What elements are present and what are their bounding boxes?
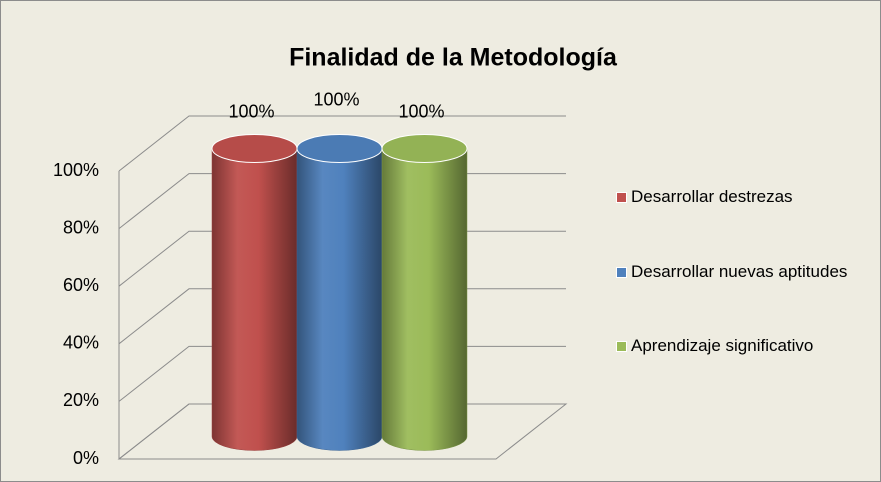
data-label: 100% bbox=[313, 89, 359, 109]
y-tick-label: 60% bbox=[63, 275, 99, 295]
legend-label: Desarrollar nuevas aptitudes bbox=[631, 262, 848, 281]
legend-swatch bbox=[616, 267, 627, 278]
y-tick-label: 0% bbox=[73, 448, 99, 468]
legend-swatch bbox=[616, 192, 627, 203]
y-tick-label: 100% bbox=[53, 160, 99, 180]
legend-label: Desarrollar destrezas bbox=[631, 187, 793, 206]
y-tick-label: 40% bbox=[63, 333, 99, 353]
bar-top bbox=[211, 134, 298, 163]
chart-title: Finalidad de la Metodología bbox=[289, 44, 618, 72]
legend-label: Aprendizaje significativo bbox=[631, 336, 814, 355]
data-label: 100% bbox=[398, 101, 444, 121]
bar bbox=[381, 148, 468, 451]
bar bbox=[211, 148, 298, 451]
legend-swatch bbox=[616, 341, 627, 352]
y-tick-label: 20% bbox=[63, 390, 99, 410]
grid-line bbox=[118, 115, 566, 172]
bar bbox=[296, 148, 383, 451]
data-label: 100% bbox=[228, 101, 274, 121]
y-tick-label: 80% bbox=[63, 217, 99, 237]
bar-top bbox=[296, 134, 383, 163]
bar-top bbox=[381, 134, 468, 163]
